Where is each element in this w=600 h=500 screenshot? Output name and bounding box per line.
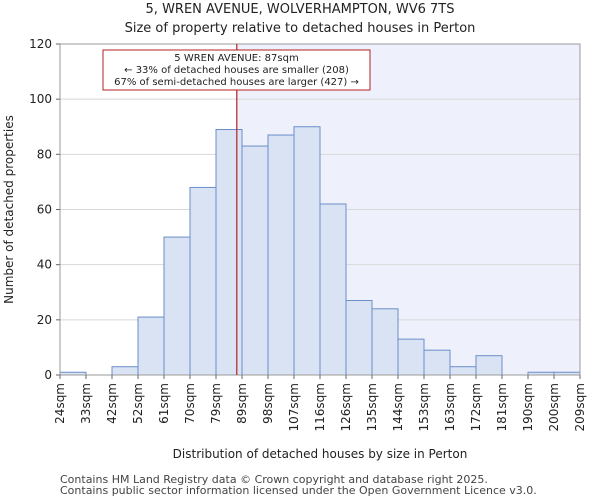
histogram-bar bbox=[475, 355, 503, 376]
x-axis: 24sqm 33sqm 42sqm 52sqm 61sqm 70sqm 79sqm 89sqm… bbox=[53, 375, 587, 431]
x-tick-label: 33sqm bbox=[79, 383, 93, 424]
bars bbox=[59, 126, 581, 376]
x-tick-label: 89sqm bbox=[235, 383, 249, 424]
x-tick-label: 24sqm bbox=[53, 383, 67, 424]
x-tick-label: 172sqm bbox=[469, 383, 483, 431]
histogram-bar bbox=[163, 236, 191, 376]
x-tick-label: 144sqm bbox=[391, 383, 405, 431]
x-axis-label: Distribution of detached houses by size … bbox=[173, 447, 468, 461]
annotation-line-2: ← 33% of detached houses are smaller (20… bbox=[124, 65, 349, 76]
histogram-bar bbox=[293, 126, 321, 376]
footer-line-1: Contains HM Land Registry data © Crown c… bbox=[60, 473, 488, 486]
y-tick-label: 80 bbox=[37, 147, 52, 161]
footer-line-2: Contains public sector information licen… bbox=[60, 484, 537, 497]
histogram-bar bbox=[189, 186, 217, 376]
x-tick-label: 190sqm bbox=[521, 383, 535, 431]
annotation-line-1: 5 WREN AVENUE: 87sqm bbox=[174, 53, 298, 64]
x-tick-label: 135sqm bbox=[365, 383, 379, 431]
annotation-box: 5 WREN AVENUE: 87sqm ← 33% of detached h… bbox=[102, 49, 371, 91]
y-axis: 0 20 40 60 80 100 120 bbox=[29, 37, 60, 382]
x-tick-label: 52sqm bbox=[131, 383, 145, 424]
histogram-bar bbox=[267, 134, 295, 376]
x-tick-label: 163sqm bbox=[443, 383, 457, 431]
x-tick-label: 153sqm bbox=[417, 383, 431, 431]
x-tick-label: 70sqm bbox=[183, 383, 197, 424]
histogram-bar bbox=[111, 366, 139, 376]
histogram-bar bbox=[137, 316, 165, 376]
histogram-bar bbox=[423, 349, 451, 376]
x-tick-label: 42sqm bbox=[105, 383, 119, 424]
histogram-bar bbox=[371, 308, 399, 376]
chart-title: 5, WREN AVENUE, WOLVERHAMPTON, WV6 7TS bbox=[145, 2, 455, 17]
histogram-bar bbox=[449, 366, 477, 376]
x-tick-label: 98sqm bbox=[261, 383, 275, 424]
x-tick-label: 61sqm bbox=[157, 383, 171, 424]
histogram-bar bbox=[319, 203, 347, 376]
x-tick-label: 200sqm bbox=[547, 383, 561, 431]
y-tick-label: 120 bbox=[29, 37, 52, 51]
y-tick-label: 40 bbox=[37, 258, 52, 272]
y-axis-label: Number of detached properties bbox=[2, 115, 16, 304]
y-tick-label: 20 bbox=[37, 313, 52, 327]
x-tick-label: 107sqm bbox=[287, 383, 301, 431]
x-tick-label: 209sqm bbox=[573, 383, 587, 431]
x-tick-label: 126sqm bbox=[339, 383, 353, 431]
x-tick-label: 116sqm bbox=[313, 383, 327, 431]
histogram-bar bbox=[241, 145, 269, 376]
y-tick-label: 100 bbox=[29, 92, 52, 106]
x-tick-label: 181sqm bbox=[495, 383, 509, 431]
x-tick-label: 79sqm bbox=[209, 383, 223, 424]
histogram-bar bbox=[397, 338, 425, 376]
histogram-bar bbox=[345, 300, 373, 376]
chart-subtitle: Size of property relative to detached ho… bbox=[124, 21, 476, 36]
y-tick-label: 0 bbox=[44, 368, 52, 382]
histogram-bar bbox=[215, 129, 243, 376]
annotation-line-3: 67% of semi-detached houses are larger (… bbox=[114, 77, 359, 88]
y-tick-label: 60 bbox=[37, 203, 52, 217]
